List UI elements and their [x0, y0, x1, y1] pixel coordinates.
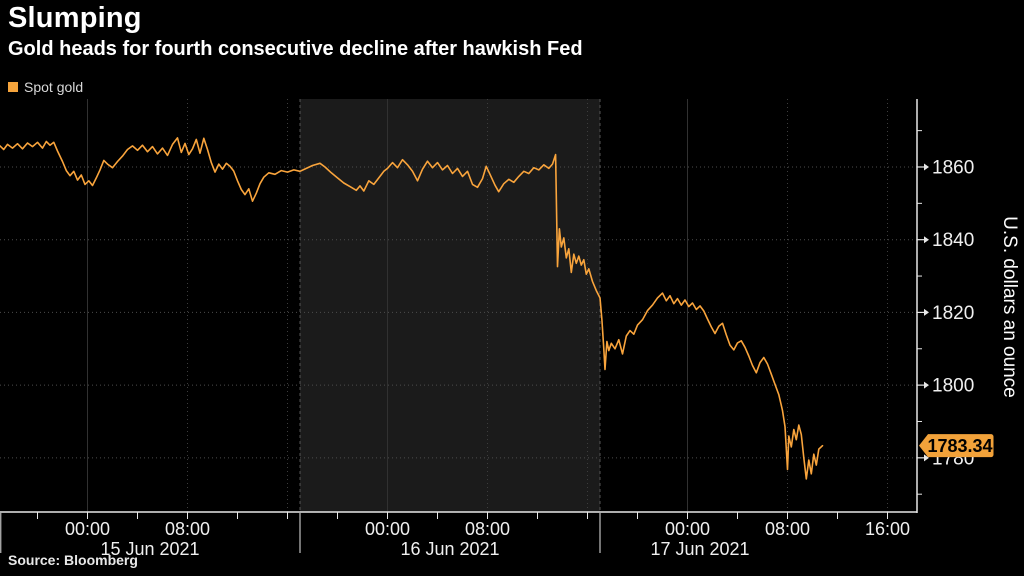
source-credit: Source: Bloomberg [8, 552, 138, 568]
last-price-tag-label: 1783.34 [927, 436, 992, 456]
x-tick-label: 08:00 [765, 519, 810, 539]
y-tick-label: 1860 [932, 157, 974, 178]
legend-swatch-icon [8, 82, 18, 92]
x-tick-label: 16:00 [865, 519, 910, 539]
x-tick-label: 08:00 [165, 519, 210, 539]
x-date-label: 15 Jun 2021 [100, 539, 199, 559]
page-title: Slumping [8, 2, 142, 34]
legend-label: Spot gold [24, 79, 84, 95]
y-tick-arrow-icon [924, 454, 929, 462]
y-tick-label: 1840 [932, 230, 974, 251]
y-tick-arrow-icon [924, 236, 929, 244]
y-tick-arrow-icon [924, 308, 929, 316]
chart-legend: Spot gold [8, 79, 83, 95]
x-tick-label: 00:00 [65, 519, 110, 539]
spot-gold-line [0, 137, 824, 480]
x-tick-label: 08:00 [465, 519, 510, 539]
y-tick-label: 1800 [932, 376, 974, 397]
y-tick-arrow-icon [924, 163, 929, 171]
page-subtitle: Gold heads for fourth consecutive declin… [8, 38, 583, 61]
y-tick-arrow-icon [924, 381, 929, 389]
y-tick-label: 1820 [932, 303, 974, 324]
x-date-label: 16 Jun 2021 [400, 539, 499, 559]
x-tick-label: 00:00 [665, 519, 710, 539]
chart-header: Slumping Gold heads for fourth consecuti… [8, 2, 583, 61]
y-axis-title: U.S. dollars an ounce [999, 216, 1020, 398]
x-date-label: 17 Jun 2021 [650, 539, 749, 559]
last-price-tag [919, 434, 994, 458]
x-tick-label: 00:00 [365, 519, 410, 539]
